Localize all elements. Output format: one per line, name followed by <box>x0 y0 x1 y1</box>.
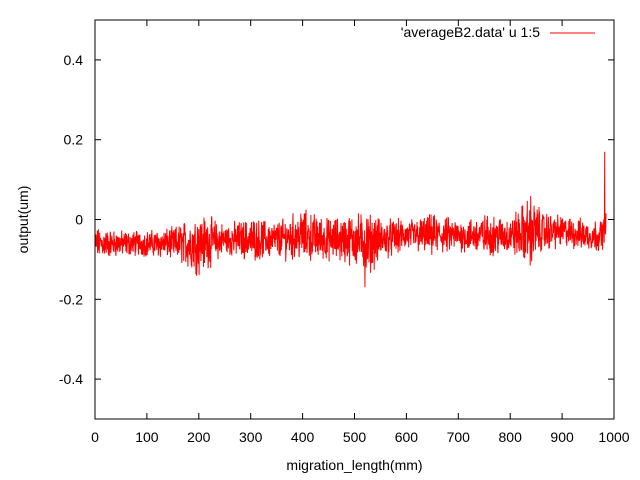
x-tick-label: 500 <box>343 429 367 445</box>
legend: 'averageB2.data' u 1:5 <box>401 24 595 40</box>
y-tick-label: -0.4 <box>59 371 83 387</box>
x-tick-label: 300 <box>239 429 263 445</box>
x-tick-label: 800 <box>499 429 523 445</box>
x-axis-label: migration_length(mm) <box>286 457 422 473</box>
x-tick-label: 900 <box>550 429 574 445</box>
y-tick-label: -0.2 <box>59 291 83 307</box>
y-tick-label: 0.4 <box>64 52 84 68</box>
x-tick-label: 1000 <box>598 429 629 445</box>
x-tick-label: 0 <box>91 429 99 445</box>
x-tick-label: 200 <box>187 429 211 445</box>
legend-label: 'averageB2.data' u 1:5 <box>401 24 540 40</box>
y-axis-label: output(um) <box>15 186 31 254</box>
x-tick-label: 600 <box>395 429 419 445</box>
x-axis: 0 100 200 300 400 500 600 700 800 900 1000 <box>91 20 630 445</box>
x-tick-label: 400 <box>291 429 315 445</box>
series-line <box>94 151 607 288</box>
y-tick-label: 0 <box>75 212 83 228</box>
y-tick-label: 0.2 <box>64 132 84 148</box>
x-tick-label: 700 <box>447 429 471 445</box>
y-axis: -0.4 -0.2 0 0.2 0.4 <box>59 52 614 387</box>
x-tick-label: 100 <box>135 429 159 445</box>
series-layer <box>94 151 607 288</box>
